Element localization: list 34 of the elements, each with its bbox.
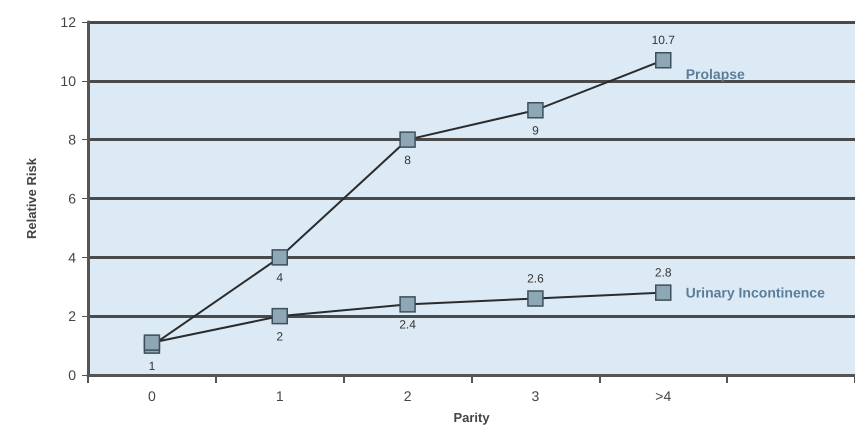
point [272,249,288,266]
point [272,308,288,324]
point [527,102,544,118]
y-tick-label: 8 [68,132,76,148]
data-label: 8 [404,152,412,167]
x-tick-label: 3 [532,388,540,404]
data-label: 10.7 [652,32,676,47]
data-label: 1 [148,358,156,373]
y-axis-title: Relative Risk [24,157,39,239]
series-label: Urinary Incontinence [686,284,826,301]
point [527,290,544,307]
x-tick-label: 2 [404,388,412,404]
data-label: 2.8 [654,265,672,280]
series-label: Prolapse [686,66,746,82]
data-label: 2.6 [527,271,544,286]
x-axis-title: Parity [453,410,490,425]
data-label: 9 [532,124,540,138]
data-label: 2.4 [399,318,416,332]
point [399,296,416,313]
x-tick-label: 1 [276,388,284,404]
data-label: 2 [276,329,284,344]
y-tick-label: 2 [68,308,76,324]
y-tick-label: 4 [68,249,76,266]
y-tick-label: 0 [68,367,76,383]
data-label: 4 [276,270,284,285]
point [144,334,160,351]
y-tick-label: 12 [60,14,76,30]
x-tick-label: >4 [655,388,672,404]
y-tick-label: 10 [60,72,76,89]
y-tick-label: 6 [68,190,76,206]
point [399,131,416,148]
x-tick-label: 0 [148,388,156,404]
point [655,52,672,68]
point [655,284,672,301]
